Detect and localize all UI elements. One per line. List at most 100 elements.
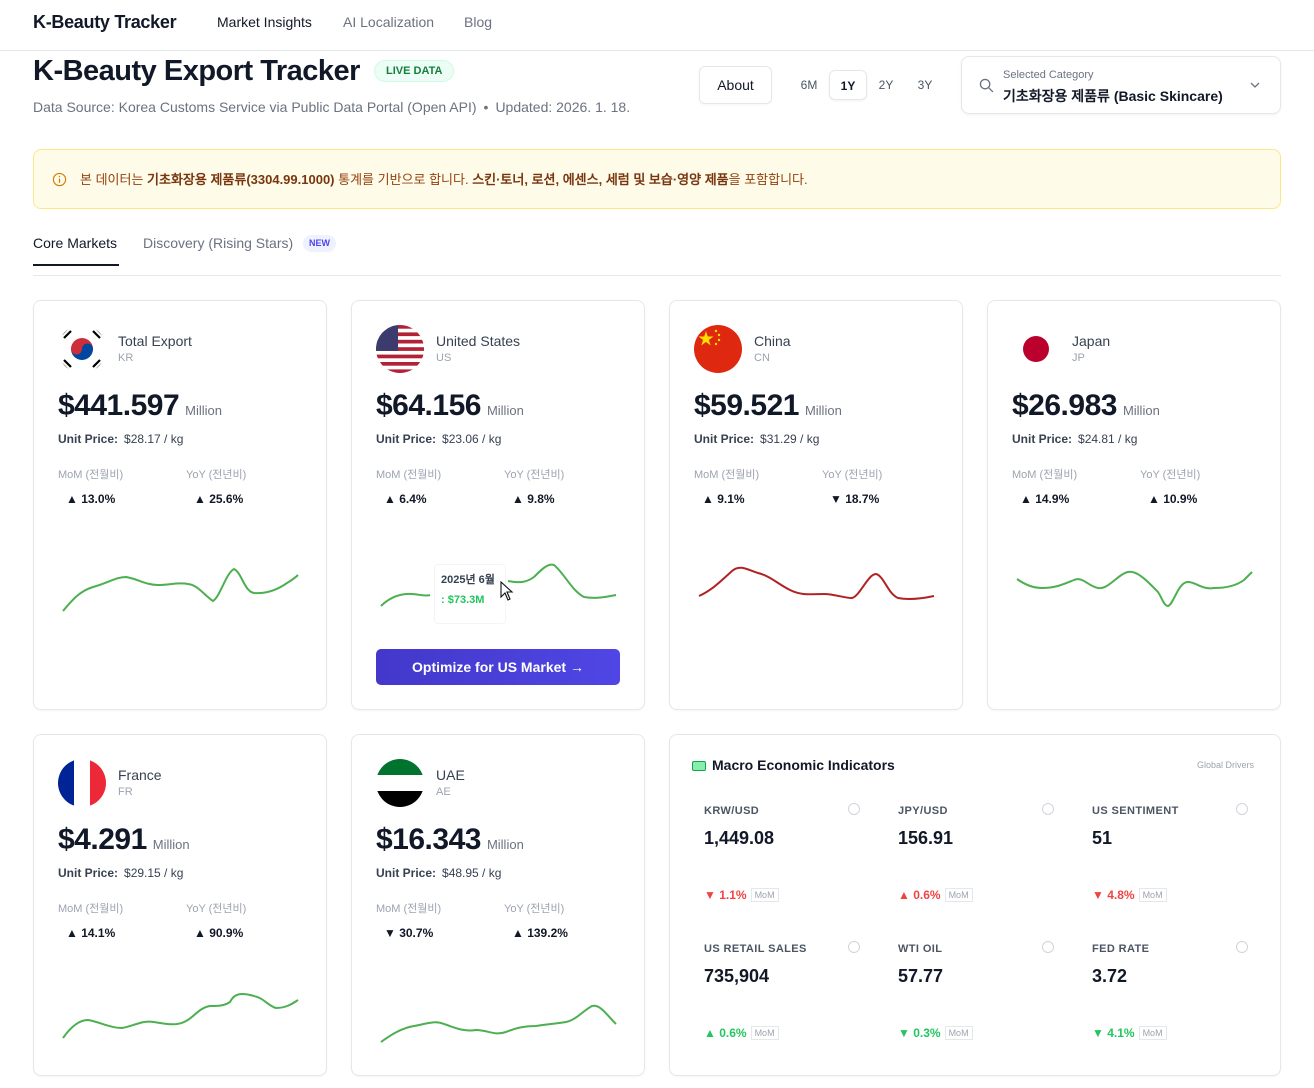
macro-value: 1,449.08 bbox=[704, 828, 775, 848]
yoy-value: ▲ 139.2% bbox=[512, 926, 568, 940]
market-name: Total Export bbox=[118, 333, 192, 349]
notice-part-3: 을 포함합니다. bbox=[728, 172, 808, 187]
market-card-france[interactable]: France FR $4.291 Million Unit Price: $29.1… bbox=[33, 734, 327, 1076]
export-amount: $64.156 Million bbox=[376, 389, 524, 423]
macro-change-value: ▼ 4.8% bbox=[1092, 888, 1135, 902]
info-icon[interactable] bbox=[1042, 803, 1054, 815]
export-amount: $59.521 Million bbox=[694, 389, 842, 423]
sparkline-chart bbox=[62, 993, 299, 1039]
market-card-uae[interactable]: UAE AE $16.343 Million Unit Price: $48.95 … bbox=[351, 734, 645, 1076]
mom-value: ▲ 14.9% bbox=[1020, 492, 1070, 506]
optimize-us-market-button[interactable]: Optimize for US Market → bbox=[376, 649, 620, 685]
tab-discovery[interactable]: Discovery (Rising Stars) bbox=[143, 235, 294, 251]
macro-change: ▲ 0.6% MoM bbox=[704, 1026, 779, 1040]
range-2y-button[interactable]: 2Y bbox=[878, 78, 894, 92]
tooltip-value: : $73.3M bbox=[441, 594, 485, 606]
korea-flag-icon bbox=[58, 325, 106, 373]
macro-change: ▼ 0.3% MoM bbox=[898, 1026, 973, 1040]
category-label: Selected Category bbox=[1003, 69, 1094, 81]
macro-value: 735,904 bbox=[704, 966, 770, 986]
mom-label: MoM (전월비) bbox=[58, 903, 124, 915]
mom-label: MoM (전월비) bbox=[58, 469, 124, 481]
mom-value: ▲ 9.1% bbox=[702, 492, 745, 506]
brand-logo[interactable]: K-Beauty Tracker bbox=[33, 12, 177, 32]
nav-ai-localization[interactable]: AI Localization bbox=[343, 14, 435, 30]
notice-products: 스킨·토너, 로션, 에센스, 세럼 및 보습·영양 제품 bbox=[472, 172, 729, 187]
range-6m-button[interactable]: 6M bbox=[800, 78, 818, 92]
global-drivers-tag: Global Drivers bbox=[1196, 760, 1254, 770]
macro-label: FED RATE bbox=[1092, 943, 1150, 955]
category-select[interactable]: Selected Category 기초화장용 제품류 (Basic Skinc… bbox=[961, 56, 1281, 114]
macro-change-value: ▼ 0.3% bbox=[898, 1026, 941, 1040]
mom-value: ▲ 6.4% bbox=[384, 492, 427, 506]
tooltip-date: 2025년 6월 bbox=[441, 574, 495, 586]
unit-price-label: Unit Price: bbox=[376, 432, 437, 446]
mom-value: ▲ 13.0% bbox=[66, 492, 116, 506]
chart-tooltip: 2025년 6월 : $73.3M bbox=[434, 564, 506, 624]
top-nav: K-Beauty Tracker Market Insights AI Loca… bbox=[0, 0, 1314, 51]
amount-value: $59.521 bbox=[694, 389, 799, 422]
info-icon[interactable] bbox=[1042, 941, 1054, 953]
unit-price-label: Unit Price: bbox=[58, 866, 119, 880]
unit-price-value: $24.81 / kg bbox=[1078, 432, 1138, 446]
active-tab-indicator bbox=[33, 264, 119, 266]
mom-tag: MoM bbox=[944, 1026, 973, 1040]
market-card-china[interactable]: China CN $59.521 Million Unit Price: $31.2… bbox=[669, 300, 963, 710]
yoy-label: YoY (전년비) bbox=[504, 469, 565, 481]
macro-krw-usd: KRW/USD 1,449.08 ▼ 1.1% MoM bbox=[692, 803, 872, 925]
unit-price: Unit Price: $28.17 / kg bbox=[58, 432, 183, 446]
unit-price-value: $29.15 / kg bbox=[124, 866, 184, 880]
amount-value: $441.597 bbox=[58, 389, 180, 422]
macro-change: ▼ 4.8% MoM bbox=[1092, 888, 1167, 902]
info-icon[interactable] bbox=[848, 941, 860, 953]
data-notice: 본 데이터는 기초화장용 제품류(3304.99.1000) 통계를 기반으로 … bbox=[33, 149, 1281, 209]
macro-label: KRW/USD bbox=[704, 805, 760, 817]
about-button[interactable]: About bbox=[699, 66, 772, 104]
macro-value: 51 bbox=[1092, 828, 1113, 848]
macro-jpy-usd: JPY/USD 156.91 ▲ 0.6% MoM bbox=[886, 803, 1066, 925]
uae-flag-icon bbox=[376, 759, 424, 807]
unit-price-value: $48.95 / kg bbox=[442, 866, 502, 880]
info-icon bbox=[52, 172, 67, 187]
market-code: CN bbox=[754, 352, 770, 364]
macro-label: US SENTIMENT bbox=[1092, 805, 1179, 817]
mouse-cursor-icon bbox=[500, 581, 514, 601]
nav-market-insights[interactable]: Market Insights bbox=[217, 14, 312, 30]
money-icon bbox=[692, 761, 706, 771]
export-amount: $26.983 Million bbox=[1012, 389, 1160, 423]
macro-us-sentiment: US SENTIMENT 51 ▼ 4.8% MoM bbox=[1080, 803, 1260, 925]
unit-price-label: Unit Price: bbox=[376, 866, 437, 880]
mom-value: ▼ 30.7% bbox=[384, 926, 434, 940]
france-flag-icon bbox=[58, 759, 106, 807]
info-icon[interactable] bbox=[1236, 803, 1248, 815]
sparkline-chart bbox=[380, 563, 617, 607]
amount-unit: Million bbox=[185, 403, 222, 418]
macro-change: ▲ 0.6% MoM bbox=[898, 888, 973, 902]
sparkline-chart bbox=[1016, 570, 1253, 608]
macro-value: 156.91 bbox=[898, 828, 954, 848]
amount-unit: Million bbox=[804, 403, 842, 418]
market-card-us[interactable]: United States US $64.156 Million Unit Pri… bbox=[351, 300, 645, 710]
info-icon[interactable] bbox=[1236, 941, 1248, 953]
separator-dot: • bbox=[483, 99, 489, 115]
range-3y-button[interactable]: 3Y bbox=[917, 78, 933, 92]
market-card-total[interactable]: Total Export KR $441.597 Million Unit Pri… bbox=[33, 300, 327, 710]
market-card-japan[interactable]: Japan JP $26.983 Million Unit Price: $24.8… bbox=[987, 300, 1281, 710]
unit-price-label: Unit Price: bbox=[1012, 432, 1073, 446]
amount-value: $16.343 bbox=[376, 823, 481, 856]
mom-tag: MoM bbox=[944, 888, 973, 902]
amount-value: $64.156 bbox=[376, 389, 481, 422]
macro-value: 3.72 bbox=[1092, 966, 1128, 986]
range-1y-button[interactable]: 1Y bbox=[829, 70, 867, 100]
tabs-divider bbox=[33, 275, 1281, 276]
nav-blog[interactable]: Blog bbox=[464, 14, 493, 30]
macro-change: ▼ 1.1% MoM bbox=[704, 888, 779, 902]
unit-price: Unit Price: $23.06 / kg bbox=[376, 432, 501, 446]
unit-price-label: Unit Price: bbox=[58, 432, 119, 446]
info-icon[interactable] bbox=[848, 803, 860, 815]
amount-value: $4.291 bbox=[58, 823, 147, 856]
tab-core-markets[interactable]: Core Markets bbox=[33, 235, 118, 251]
macro-label: US RETAIL SALES bbox=[704, 943, 807, 955]
mom-tag: MoM bbox=[750, 1026, 779, 1040]
yoy-label: YoY (전년비) bbox=[186, 903, 247, 915]
